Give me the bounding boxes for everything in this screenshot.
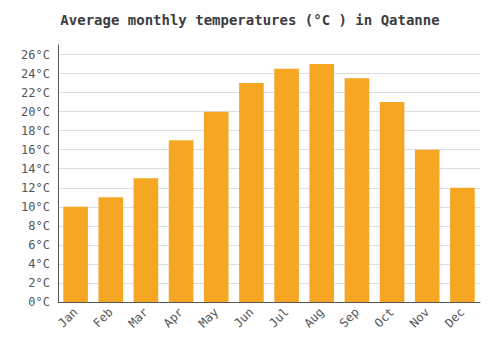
svg-text:14°C: 14°C (21, 162, 50, 176)
svg-text:Feb: Feb (90, 305, 115, 330)
svg-text:20°C: 20°C (21, 105, 50, 119)
svg-text:4°C: 4°C (28, 257, 50, 271)
svg-text:8°C: 8°C (28, 219, 50, 233)
svg-text:Apr: Apr (161, 305, 186, 330)
svg-text:May: May (196, 305, 221, 330)
svg-text:24°C: 24°C (21, 67, 50, 81)
svg-text:10°C: 10°C (21, 200, 50, 214)
svg-text:26°C: 26°C (21, 48, 50, 62)
svg-text:Mar: Mar (126, 305, 151, 330)
svg-text:18°C: 18°C (21, 124, 50, 138)
svg-text:22°C: 22°C (21, 86, 50, 100)
svg-text:12°C: 12°C (21, 181, 50, 195)
svg-text:2°C: 2°C (28, 276, 50, 290)
svg-text:Jul: Jul (266, 305, 291, 330)
svg-text:16°C: 16°C (21, 143, 50, 157)
svg-text:Average monthly temperatures (: Average monthly temperatures (°C ) in Qa… (60, 12, 439, 28)
svg-text:Sep: Sep (337, 305, 362, 330)
svg-text:Jan: Jan (55, 305, 80, 330)
svg-text:0°C: 0°C (28, 295, 50, 309)
svg-text:Dec: Dec (442, 305, 467, 330)
svg-text:Nov: Nov (407, 305, 432, 330)
svg-text:Aug: Aug (301, 305, 326, 330)
svg-text:Oct: Oct (372, 305, 397, 330)
svg-text:6°C: 6°C (28, 238, 50, 252)
svg-text:Jun: Jun (231, 305, 256, 330)
